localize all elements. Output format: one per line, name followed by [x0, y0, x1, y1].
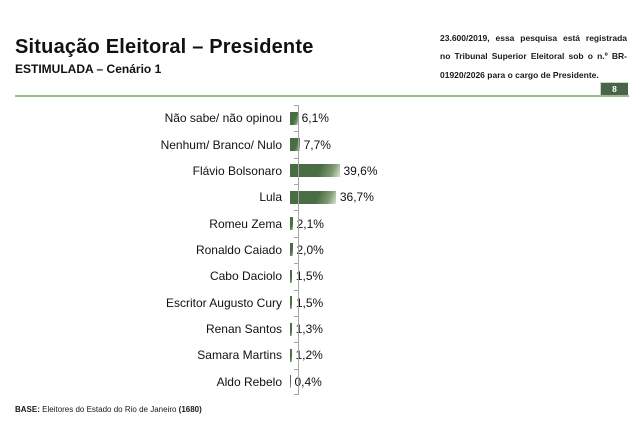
value-bar — [290, 164, 340, 178]
value-label: 1,3% — [295, 322, 323, 337]
value-label: 2,1% — [296, 216, 324, 231]
chart-row: Aldo Rebelo 0,4% — [0, 369, 640, 395]
value-bar — [290, 217, 293, 231]
category-label: Samara Martins — [197, 348, 282, 363]
chart-row: Cabo Daciolo 1,5% — [0, 263, 640, 289]
value-label: 1,5% — [295, 269, 324, 284]
axis-tick — [294, 105, 298, 106]
category-label: Aldo Rebelo — [216, 374, 282, 389]
header-separator — [15, 95, 629, 97]
registration-note-line: 23.600/2019, essa pesquisa está registra… — [440, 33, 627, 43]
chart-row: Ronaldo Caiado 2,0% — [0, 237, 640, 263]
page-subtitle: ESTIMULADA – Cenário 1 — [15, 62, 162, 76]
chart-row: Nenhum/ Branco/ Nulo 7,7% — [0, 131, 640, 157]
page-number-badge: 8 — [600, 82, 628, 95]
registration-note-line: 01920/2026 para o cargo de Presidente. — [440, 69, 599, 80]
axis-tick — [294, 184, 298, 185]
value-label: 7,7% — [303, 137, 331, 152]
value-label: 1,5% — [295, 295, 324, 310]
page-title: Situação Eleitoral – Presidente — [15, 36, 314, 58]
category-label: Lula — [259, 190, 282, 205]
base-text: Eleitores do Estado do Rio de Janeiro — [42, 405, 177, 414]
value-bar — [290, 375, 291, 389]
chart-row: Lula 36,7% — [0, 184, 640, 210]
chart-row: Samara Martins 1,2% — [0, 342, 640, 368]
chart-row: Flávio Bolsonaro 39,6% — [0, 158, 640, 184]
value-label: 1,2% — [295, 348, 323, 363]
category-label: Não sabe/ não opinou — [164, 111, 282, 126]
axis-tick — [294, 158, 298, 159]
registration-note: 23.600/2019, essa pesquisa está registra… — [440, 29, 627, 84]
value-label: 39,6% — [343, 163, 378, 178]
value-bar — [290, 348, 292, 362]
value-label: 2,0% — [296, 242, 324, 257]
axis-tick — [294, 316, 298, 317]
axis-tick — [294, 369, 298, 370]
chart-row: Renan Santos 1,3% — [0, 316, 640, 342]
horizontal-bar-chart: Não sabe/ não opinou 6,1% Nenhum/ Branco/ … — [0, 105, 640, 395]
value-bar — [290, 138, 300, 152]
value-bar — [290, 322, 292, 336]
axis-tick — [294, 131, 298, 132]
axis-tick — [294, 263, 298, 264]
value-bar — [290, 190, 336, 204]
axis-tick — [294, 394, 298, 395]
value-label: 6,1% — [301, 111, 329, 126]
axis-tick — [294, 237, 298, 238]
category-label: Nenhum/ Branco/ Nulo — [160, 137, 282, 152]
chart-row: Não sabe/ não opinou 6,1% — [0, 105, 640, 131]
value-bar — [290, 269, 292, 283]
base-note: BASE: Eleitores do Estado do Rio de Jane… — [15, 405, 202, 414]
value-bar — [290, 111, 298, 125]
axis-tick — [294, 342, 298, 343]
axis-tick — [294, 210, 298, 211]
value-bar — [290, 296, 292, 310]
category-label: Escritor Augusto Cury — [165, 295, 282, 310]
chart-row: Romeu Zema 2,1% — [0, 210, 640, 236]
value-bar — [290, 243, 293, 257]
axis-tick — [294, 290, 298, 291]
category-label: Romeu Zema — [209, 216, 282, 231]
category-label: Flávio Bolsonaro — [192, 163, 282, 178]
base-label: BASE: — [15, 405, 40, 414]
category-label: Renan Santos — [205, 322, 282, 337]
base-count: (1680) — [178, 405, 202, 414]
chart-axis — [298, 105, 299, 395]
chart-rows: Não sabe/ não opinou 6,1% Nenhum/ Branco/ … — [0, 105, 640, 395]
chart-row: Escritor Augusto Cury 1,5% — [0, 290, 640, 316]
registration-note-line: no Tribunal Superior Eleitoral sob o n.º… — [440, 51, 627, 62]
value-label: 0,4% — [294, 374, 322, 389]
category-label: Cabo Daciolo — [209, 269, 282, 284]
category-label: Ronaldo Caiado — [195, 242, 282, 257]
value-label: 36,7% — [339, 190, 374, 205]
